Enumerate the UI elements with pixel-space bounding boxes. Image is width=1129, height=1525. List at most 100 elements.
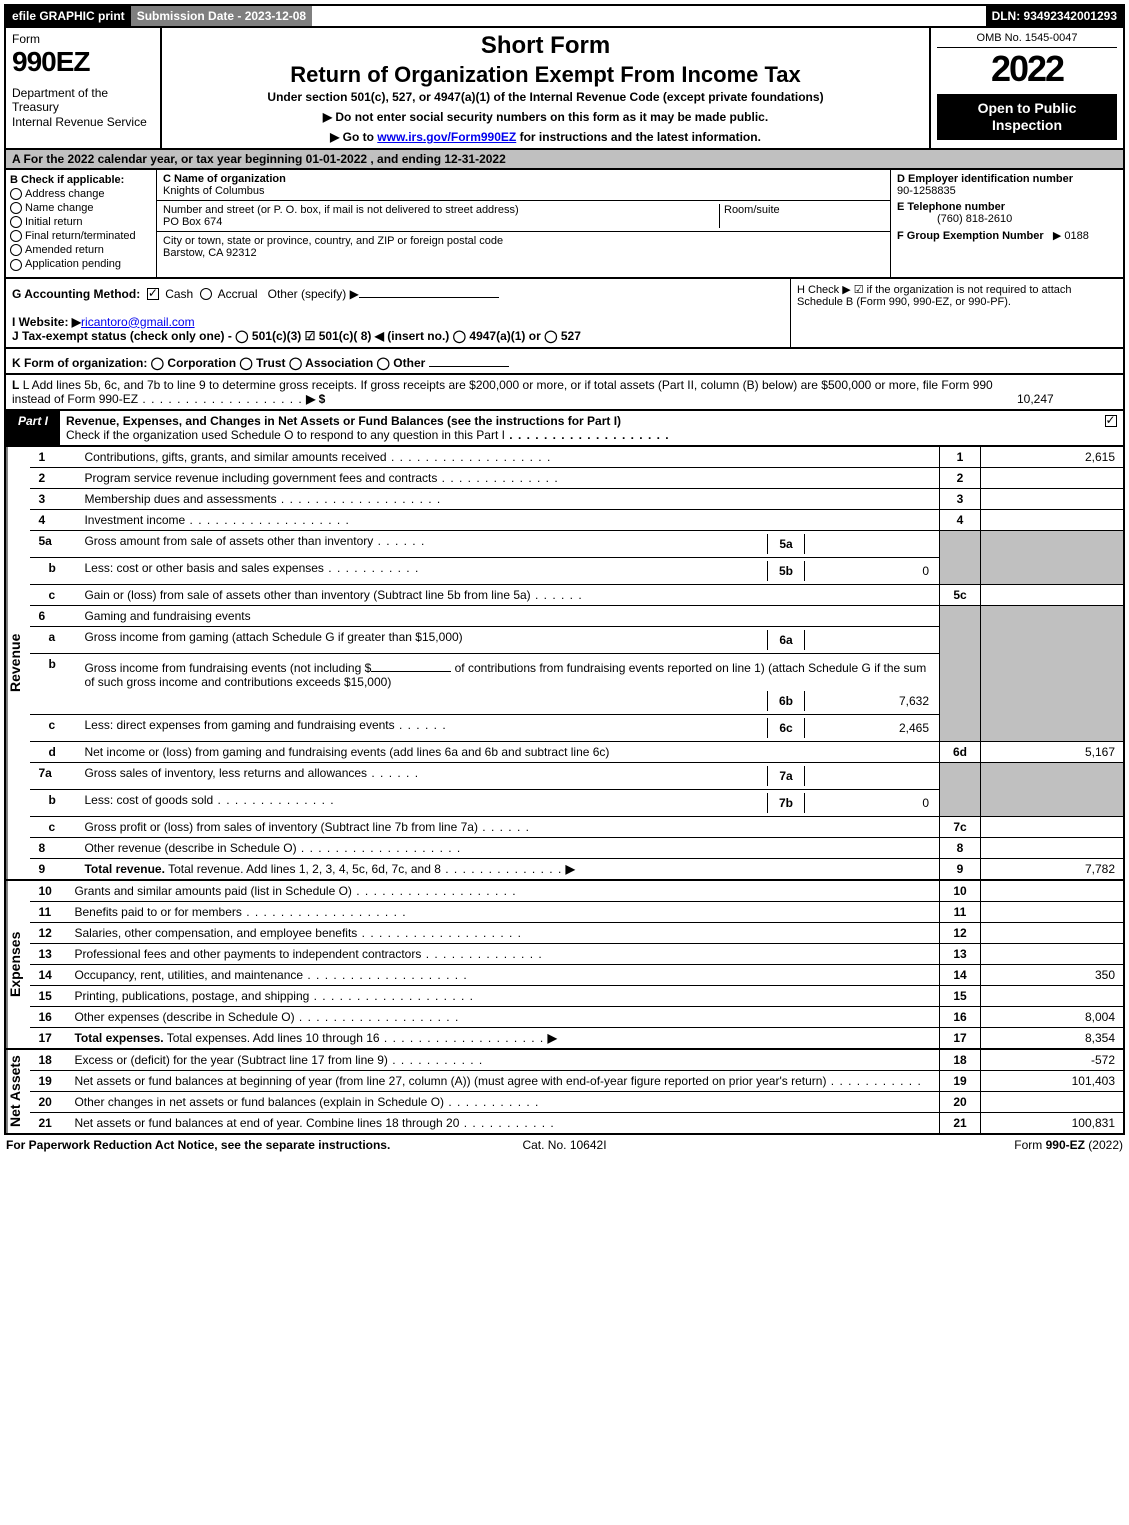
row-g-h: G Accounting Method: Cash Accrual Other … — [4, 279, 1125, 349]
f-group-label: F Group Exemption Number — [897, 230, 1044, 242]
page-footer: For Paperwork Reduction Act Notice, see … — [4, 1135, 1125, 1155]
checkbox-icon — [1105, 415, 1117, 427]
6b-amount-field[interactable] — [371, 657, 451, 672]
revenue-sheet: Revenue 1Contributions, gifts, grants, a… — [4, 447, 1125, 881]
info-block: B Check if applicable: Address change Na… — [4, 170, 1125, 279]
chk-accrual[interactable] — [200, 288, 212, 300]
line1-amt: 2,615 — [981, 447, 1124, 468]
header-left: Form 990EZ Department of the Treasury In… — [6, 28, 162, 148]
section-c: C Name of organization Knights of Columb… — [157, 170, 891, 277]
line17-amt: 8,354 — [981, 1027, 1124, 1048]
org-name-row: C Name of organization Knights of Columb… — [157, 170, 890, 201]
footer-center: Cat. No. 10642I — [522, 1138, 606, 1152]
short-form-title: Short Form — [168, 32, 923, 60]
form-word: Form — [12, 32, 154, 46]
header-center: Short Form Return of Organization Exempt… — [162, 28, 931, 148]
part1-title: Revenue, Expenses, and Changes in Net As… — [60, 411, 1101, 445]
checkbox-icon — [10, 259, 22, 271]
k-other-field[interactable] — [429, 352, 509, 367]
dept-label: Department of the Treasury Internal Reve… — [12, 86, 154, 129]
main-title: Return of Organization Exempt From Incom… — [168, 62, 923, 88]
addr-label: Number and street (or P. O. box, if mail… — [163, 204, 519, 216]
line9-amt: 7,782 — [981, 858, 1124, 879]
form-header: Form 990EZ Department of the Treasury In… — [4, 28, 1125, 150]
line7b-amt: 0 — [805, 793, 936, 813]
other-specify-field[interactable] — [359, 283, 499, 298]
checkbox-icon — [10, 188, 22, 200]
org-address: PO Box 674 — [163, 216, 222, 228]
ein-value: 90-1258835 — [897, 185, 956, 197]
expenses-sheet: Expenses 10Grants and similar amounts pa… — [4, 881, 1125, 1050]
part1-header: Part I Revenue, Expenses, and Changes in… — [4, 411, 1125, 447]
chk-cash[interactable] — [147, 288, 159, 300]
j-line: J Tax-exempt status (check only one) - ◯… — [12, 329, 581, 343]
revenue-table: 1Contributions, gifts, grants, and simil… — [30, 447, 1123, 879]
group-value: ▶ 0188 — [1053, 230, 1089, 242]
part1-check[interactable] — [1101, 411, 1123, 445]
submission-date: Submission Date - 2023-12-08 — [131, 6, 312, 26]
city-label: City or town, state or province, country… — [163, 235, 503, 247]
org-city: Barstow, CA 92312 — [163, 247, 257, 259]
line14-amt: 350 — [981, 964, 1124, 985]
b-label: B Check if applicable: — [10, 174, 152, 186]
checkbox-icon — [10, 230, 22, 242]
tel-value: (760) 818-2610 — [897, 213, 1012, 225]
l-amount: 10,247 — [1011, 392, 1117, 406]
org-name: Knights of Columbus — [163, 185, 265, 197]
efile-label: efile GRAPHIC print — [6, 6, 131, 26]
section-def: D Employer identification number 90-1258… — [891, 170, 1123, 277]
chk-initial-return[interactable]: Initial return — [10, 216, 152, 228]
section-h: H Check ▶ ☑ if the organization is not r… — [790, 279, 1123, 347]
open-inspection: Open to Public Inspection — [937, 94, 1117, 140]
chk-name-change[interactable]: Name change — [10, 202, 152, 214]
tax-year: 2022 — [937, 48, 1117, 90]
g-label: G Accounting Method: — [12, 287, 140, 301]
header-right: OMB No. 1545-0047 2022 Open to Public In… — [931, 28, 1123, 148]
section-b: B Check if applicable: Address change Na… — [6, 170, 157, 277]
city-row: City or town, state or province, country… — [157, 232, 890, 262]
netassets-sidelabel: Net Assets — [6, 1050, 30, 1133]
omb-number: OMB No. 1545-0047 — [937, 32, 1117, 48]
room-label: Room/suite — [720, 204, 884, 228]
chk-final-return[interactable]: Final return/terminated — [10, 230, 152, 242]
subtitle: Under section 501(c), 527, or 4947(a)(1)… — [168, 90, 923, 104]
line21-amt: 100,831 — [981, 1112, 1124, 1133]
row-a-period: A For the 2022 calendar year, or tax yea… — [4, 150, 1125, 170]
chk-address-change[interactable]: Address change — [10, 188, 152, 200]
line5b-amt: 0 — [805, 561, 936, 581]
i-label: I Website: ▶ — [12, 315, 81, 329]
footer-right: Form 990-EZ (2022) — [607, 1138, 1123, 1152]
row-k: K Form of organization: ◯ Corporation ◯ … — [4, 349, 1125, 375]
top-bar: efile GRAPHIC print Submission Date - 20… — [4, 4, 1125, 28]
line16-amt: 8,004 — [981, 1006, 1124, 1027]
k-line: K Form of organization: ◯ Corporation ◯ … — [12, 356, 425, 370]
checkbox-icon — [10, 216, 22, 228]
addr-row: Number and street (or P. O. box, if mail… — [157, 201, 890, 232]
checkbox-icon — [10, 244, 22, 256]
chk-amended-return[interactable]: Amended return — [10, 244, 152, 256]
section-g: G Accounting Method: Cash Accrual Other … — [6, 279, 790, 347]
top-spacer — [312, 13, 985, 19]
c-name-label: C Name of organization — [163, 173, 286, 185]
expenses-table: 10Grants and similar amounts paid (list … — [30, 881, 1123, 1048]
line6d-amt: 5,167 — [981, 741, 1124, 762]
note2-pre: ▶ Go to — [330, 130, 377, 144]
row-l: L L Add lines 5b, 6c, and 7b to line 9 t… — [4, 375, 1125, 411]
line19-amt: 101,403 — [981, 1070, 1124, 1091]
chk-application-pending[interactable]: Application pending — [10, 258, 152, 270]
netassets-table: 18Excess or (deficit) for the year (Subt… — [30, 1050, 1123, 1133]
note2-post: for instructions and the latest informat… — [516, 130, 761, 144]
footer-left: For Paperwork Reduction Act Notice, see … — [6, 1138, 522, 1152]
website-link[interactable]: ricantoro@gmail.com — [81, 315, 195, 329]
line18-amt: -572 — [981, 1050, 1124, 1071]
line6c-amt: 2,465 — [805, 718, 936, 738]
irs-link[interactable]: www.irs.gov/Form990EZ — [377, 130, 516, 144]
part1-tab: Part I — [6, 411, 60, 445]
form-number: 990EZ — [12, 46, 154, 78]
note-link: ▶ Go to www.irs.gov/Form990EZ for instru… — [168, 130, 923, 144]
d-ein-label: D Employer identification number — [897, 173, 1073, 185]
dln-label: DLN: 93492342001293 — [986, 6, 1123, 26]
e-tel-label: E Telephone number — [897, 201, 1005, 213]
netassets-sheet: Net Assets 18Excess or (deficit) for the… — [4, 1050, 1125, 1135]
revenue-sidelabel: Revenue — [6, 447, 30, 879]
